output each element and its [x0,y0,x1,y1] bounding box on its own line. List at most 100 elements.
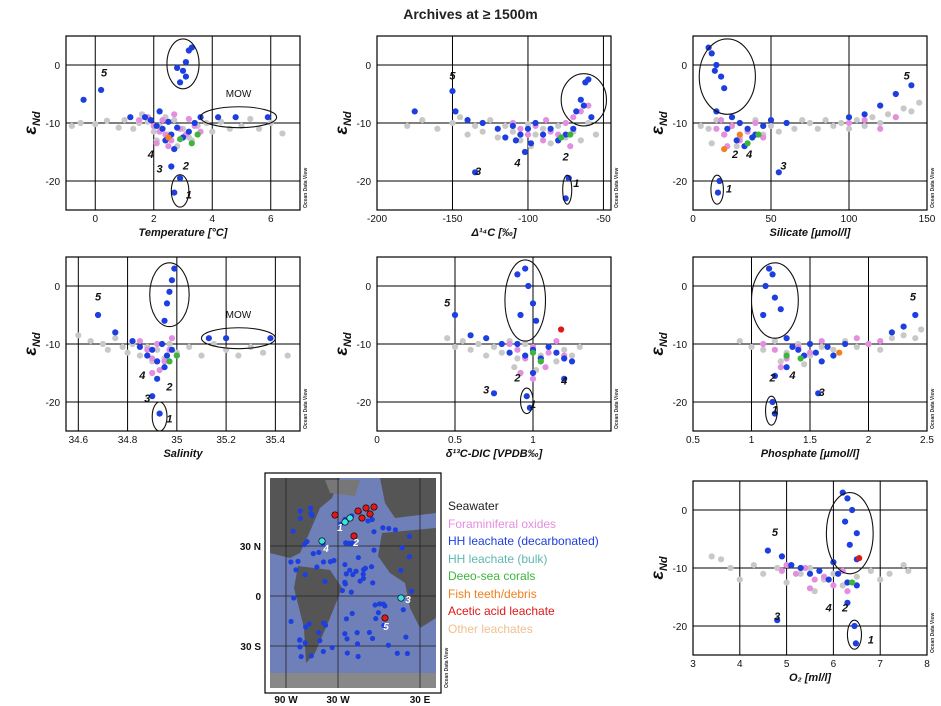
data-point [789,343,796,350]
data-point [154,340,161,348]
data-point [159,125,166,132]
map-site-dot [321,620,327,626]
data-point [452,108,459,115]
data-point [568,352,576,359]
map-site-label: 1 [337,523,343,534]
data-point [577,96,584,103]
odv-watermark: Ocean Data View [930,613,936,653]
data-point [525,282,532,290]
data-point [464,117,471,124]
data-point [900,332,907,339]
map-site-dot [380,601,387,607]
site-annotation: 4 [147,149,154,161]
site-annotation: 1 [868,634,874,646]
data-point [542,364,549,371]
y-axis-label: εNd [647,332,670,356]
map-site-dot [350,532,358,540]
data-point [844,599,851,606]
data-point [104,346,111,353]
map-site-dot [386,525,392,532]
data-point [185,128,192,135]
data-point [588,114,595,121]
data-point [259,349,267,356]
data-point [161,317,168,324]
data-point [721,131,728,138]
data-point [708,50,715,57]
data-point [744,125,751,132]
data-point [892,90,899,98]
data-point [573,108,580,115]
data-point [705,125,712,132]
site-annotation: 4 [513,158,520,170]
map-site-dot [381,622,387,628]
data-point [166,340,173,348]
map-site-dot [366,510,374,518]
data-point [728,114,736,121]
map-site-dot [406,554,412,560]
data-point [771,338,779,345]
data-point [877,125,884,132]
data-point [799,117,806,124]
data-point [856,555,863,562]
data-point [232,114,239,121]
data-point [451,343,459,350]
x-tick-label: -100 [518,214,538,225]
data-point [472,169,479,176]
data-point [839,582,846,589]
data-point [539,131,547,138]
map-site-dot [288,559,294,565]
x-tick-label: 34.8 [118,435,138,446]
map-site-dot [372,602,378,608]
data-point [815,390,822,397]
data-point [434,125,441,132]
data-point [783,352,790,359]
data-point [154,346,161,353]
x-axis-label: δ¹³C-DIC [VPDB‰] [446,448,543,460]
map-site-dot [354,630,360,636]
data-point [733,137,740,144]
y-tick-label: -20 [46,177,61,188]
data-point [724,125,731,132]
data-point [156,367,163,374]
data-point [713,61,720,69]
figure-title: Archives at ≥ 1500m [403,6,538,22]
site-annotation: 2 [768,373,775,385]
data-point [562,119,569,127]
data-point [795,346,802,353]
map-site-dot [327,559,334,565]
data-point [853,343,860,350]
map-site-dot [373,615,379,622]
data-point [153,140,160,147]
data-point [494,134,501,141]
data-point [168,335,176,342]
data-point [459,338,466,345]
map-site-label: 5 [383,622,389,633]
data-point [845,119,853,127]
x-tick-label: 4 [737,659,743,670]
data-point [717,73,725,80]
data-point [771,346,779,353]
panel-d13c: 0 0.5 1 0 -10 -20 5 4 3 2 1 Ocean Data View δ¹³C-DIC… [331,256,620,460]
x-tick-label: 2 [151,214,157,225]
map-site-dot [370,580,376,586]
data-point [736,119,743,127]
x-tick-label: 0.5 [448,435,462,446]
data-point [523,393,530,400]
y-axis-label: εNd [331,332,354,356]
data-point [877,576,884,583]
data-point [467,346,474,353]
map-site-dot [400,607,406,613]
data-point [555,122,562,129]
data-point [171,146,178,153]
data-point [760,134,767,141]
site-annotation: 5 [449,71,456,83]
data-point [215,114,222,121]
data-point [912,335,919,342]
data-point [585,102,592,109]
data-point [774,617,781,624]
map-site-dot [377,601,383,607]
data-point [235,352,242,359]
data-point [247,115,254,123]
data-point [783,119,790,127]
